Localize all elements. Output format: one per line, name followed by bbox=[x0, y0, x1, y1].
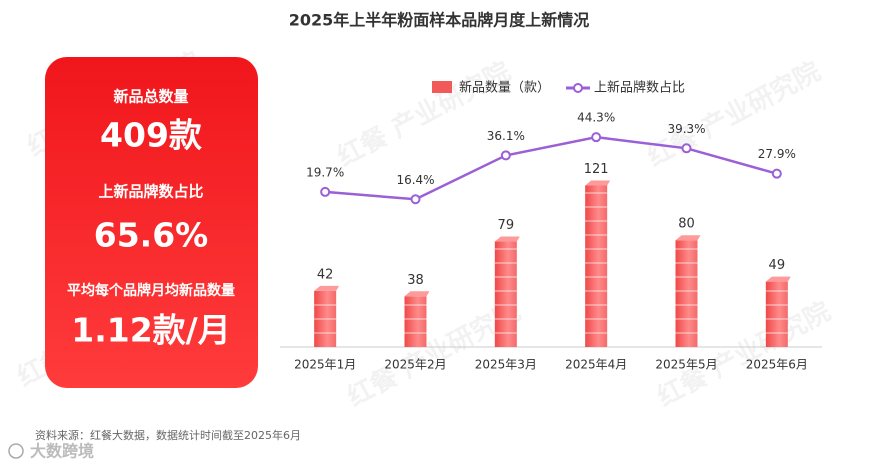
summary-value: 1.12款/月 bbox=[71, 311, 230, 350]
bar-top bbox=[585, 180, 611, 186]
legend-label: 上新品牌数占比 bbox=[594, 80, 685, 96]
line-value-label: 19.7% bbox=[306, 165, 344, 179]
summary-value: 409款 bbox=[100, 116, 203, 155]
summary-panel bbox=[45, 57, 258, 388]
bar-top bbox=[404, 291, 430, 297]
bar-value-label: 80 bbox=[678, 217, 695, 232]
line-value-label: 39.3% bbox=[667, 122, 705, 136]
legend-line-marker bbox=[573, 83, 583, 93]
bar-top bbox=[765, 276, 791, 282]
watermark: 红餐 产业研究院 bbox=[642, 56, 825, 173]
summary-label: 平均每个品牌月均新品数量 bbox=[67, 282, 235, 299]
legend-label: 新品数量（款） bbox=[459, 80, 550, 96]
bar-top bbox=[314, 285, 340, 291]
bar bbox=[404, 296, 427, 347]
x-tick-label: 2025年4月 bbox=[565, 358, 627, 372]
line bbox=[325, 135, 778, 201]
x-tick-label: 2025年1月 bbox=[294, 358, 356, 372]
line-marker bbox=[771, 168, 782, 179]
source-note: 资料来源：红餐大数据，数据统计时间截至2025年6月 bbox=[35, 428, 301, 442]
chart-title: 2025年上半年粉面样本品牌月度上新情况 bbox=[289, 11, 590, 30]
line-marker bbox=[591, 132, 602, 143]
x-tick-label: 2025年3月 bbox=[475, 358, 537, 372]
bar-value-label: 49 bbox=[769, 258, 786, 273]
bar-top bbox=[675, 235, 701, 241]
bar bbox=[765, 281, 788, 347]
bar bbox=[675, 240, 698, 347]
watermark: 红餐 产业研究院 bbox=[332, 56, 515, 173]
bar-value-label: 79 bbox=[498, 218, 515, 233]
logo: 大数跨境 bbox=[30, 442, 94, 461]
line-value-label: 27.9% bbox=[758, 147, 796, 161]
logo-icon bbox=[8, 443, 24, 459]
bar bbox=[494, 241, 517, 347]
line-value-label: 36.1% bbox=[487, 129, 525, 143]
line-marker bbox=[320, 186, 331, 197]
bar bbox=[585, 185, 608, 347]
line-marker bbox=[410, 194, 421, 205]
summary-value: 65.6% bbox=[94, 216, 209, 255]
line-marker bbox=[500, 150, 511, 161]
bar-value-label: 42 bbox=[317, 267, 334, 282]
bar-value-label: 121 bbox=[584, 162, 609, 177]
summary-label: 上新品牌数占比 bbox=[98, 183, 203, 201]
bar-value-label: 38 bbox=[407, 273, 424, 288]
line-value-label: 44.3% bbox=[577, 111, 615, 125]
bar-top bbox=[494, 236, 520, 242]
line-value-label: 16.4% bbox=[396, 173, 434, 187]
legend-bar-icon bbox=[432, 81, 452, 93]
x-tick-label: 2025年6月 bbox=[746, 358, 808, 372]
line-marker bbox=[681, 143, 692, 154]
x-tick-label: 2025年2月 bbox=[384, 358, 446, 372]
x-tick-label: 2025年5月 bbox=[655, 358, 717, 372]
summary-label: 新品总数量 bbox=[113, 88, 188, 106]
